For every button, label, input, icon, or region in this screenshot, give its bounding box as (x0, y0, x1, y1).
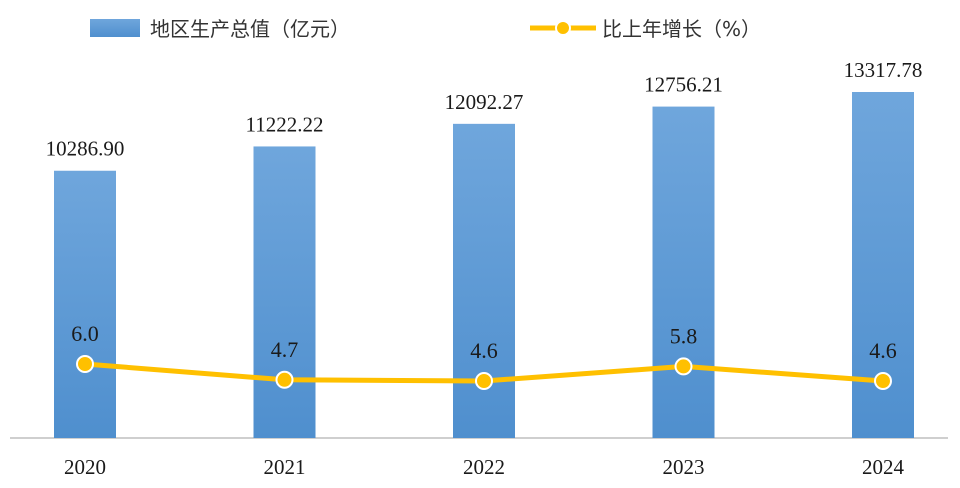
bar-series (54, 92, 914, 439)
x-tick-2021: 2021 (264, 455, 306, 479)
bar-2022 (453, 123, 515, 439)
legend: 地区生产总值（亿元） 比上年增长（%） (90, 17, 761, 41)
growth-point-2021 (275, 370, 294, 389)
legend-bar-label: 地区生产总值（亿元） (150, 17, 350, 41)
growth-value-label-2020: 6.0 (71, 321, 99, 346)
legend-line-label: 比上年增长（%） (602, 17, 761, 41)
bar-2023 (652, 106, 715, 439)
bar-value-label-2020: 10286.90 (46, 137, 125, 161)
growth-point-2022 (475, 372, 493, 390)
bar-2021 (253, 146, 316, 438)
bar-value-label-2022: 12092.27 (445, 90, 524, 114)
x-axis-tick-labels: 2020 2021 2022 2023 2024 (64, 455, 905, 479)
bar-value-label-2024: 13317.78 (844, 58, 923, 82)
legend-line-marker (555, 20, 571, 36)
growth-value-label-2021: 4.7 (271, 337, 299, 362)
bar-value-label-2023: 12756.21 (644, 73, 723, 97)
bar-value-labels: 10286.90 11222.22 12092.27 12756.21 13317.78 (46, 58, 923, 161)
growth-point-2023 (674, 357, 693, 376)
growth-point-2024 (874, 372, 892, 390)
growth-value-label-2022: 4.6 (470, 338, 498, 363)
x-tick-2020: 2020 (64, 455, 106, 479)
x-tick-2022: 2022 (463, 455, 505, 479)
growth-value-label-2024: 4.6 (869, 338, 897, 363)
x-tick-2024: 2024 (862, 455, 905, 479)
bar-value-label-2021: 11222.22 (246, 112, 324, 136)
bar-2020 (54, 170, 116, 438)
growth-line-series (76, 355, 892, 390)
legend-bar-swatch (90, 19, 140, 37)
x-tick-2023: 2023 (663, 455, 705, 479)
growth-point-2020 (76, 355, 94, 373)
growth-value-labels: 6.0 4.7 4.6 5.8 4.6 (71, 321, 897, 363)
growth-value-label-2023: 5.8 (670, 323, 698, 348)
